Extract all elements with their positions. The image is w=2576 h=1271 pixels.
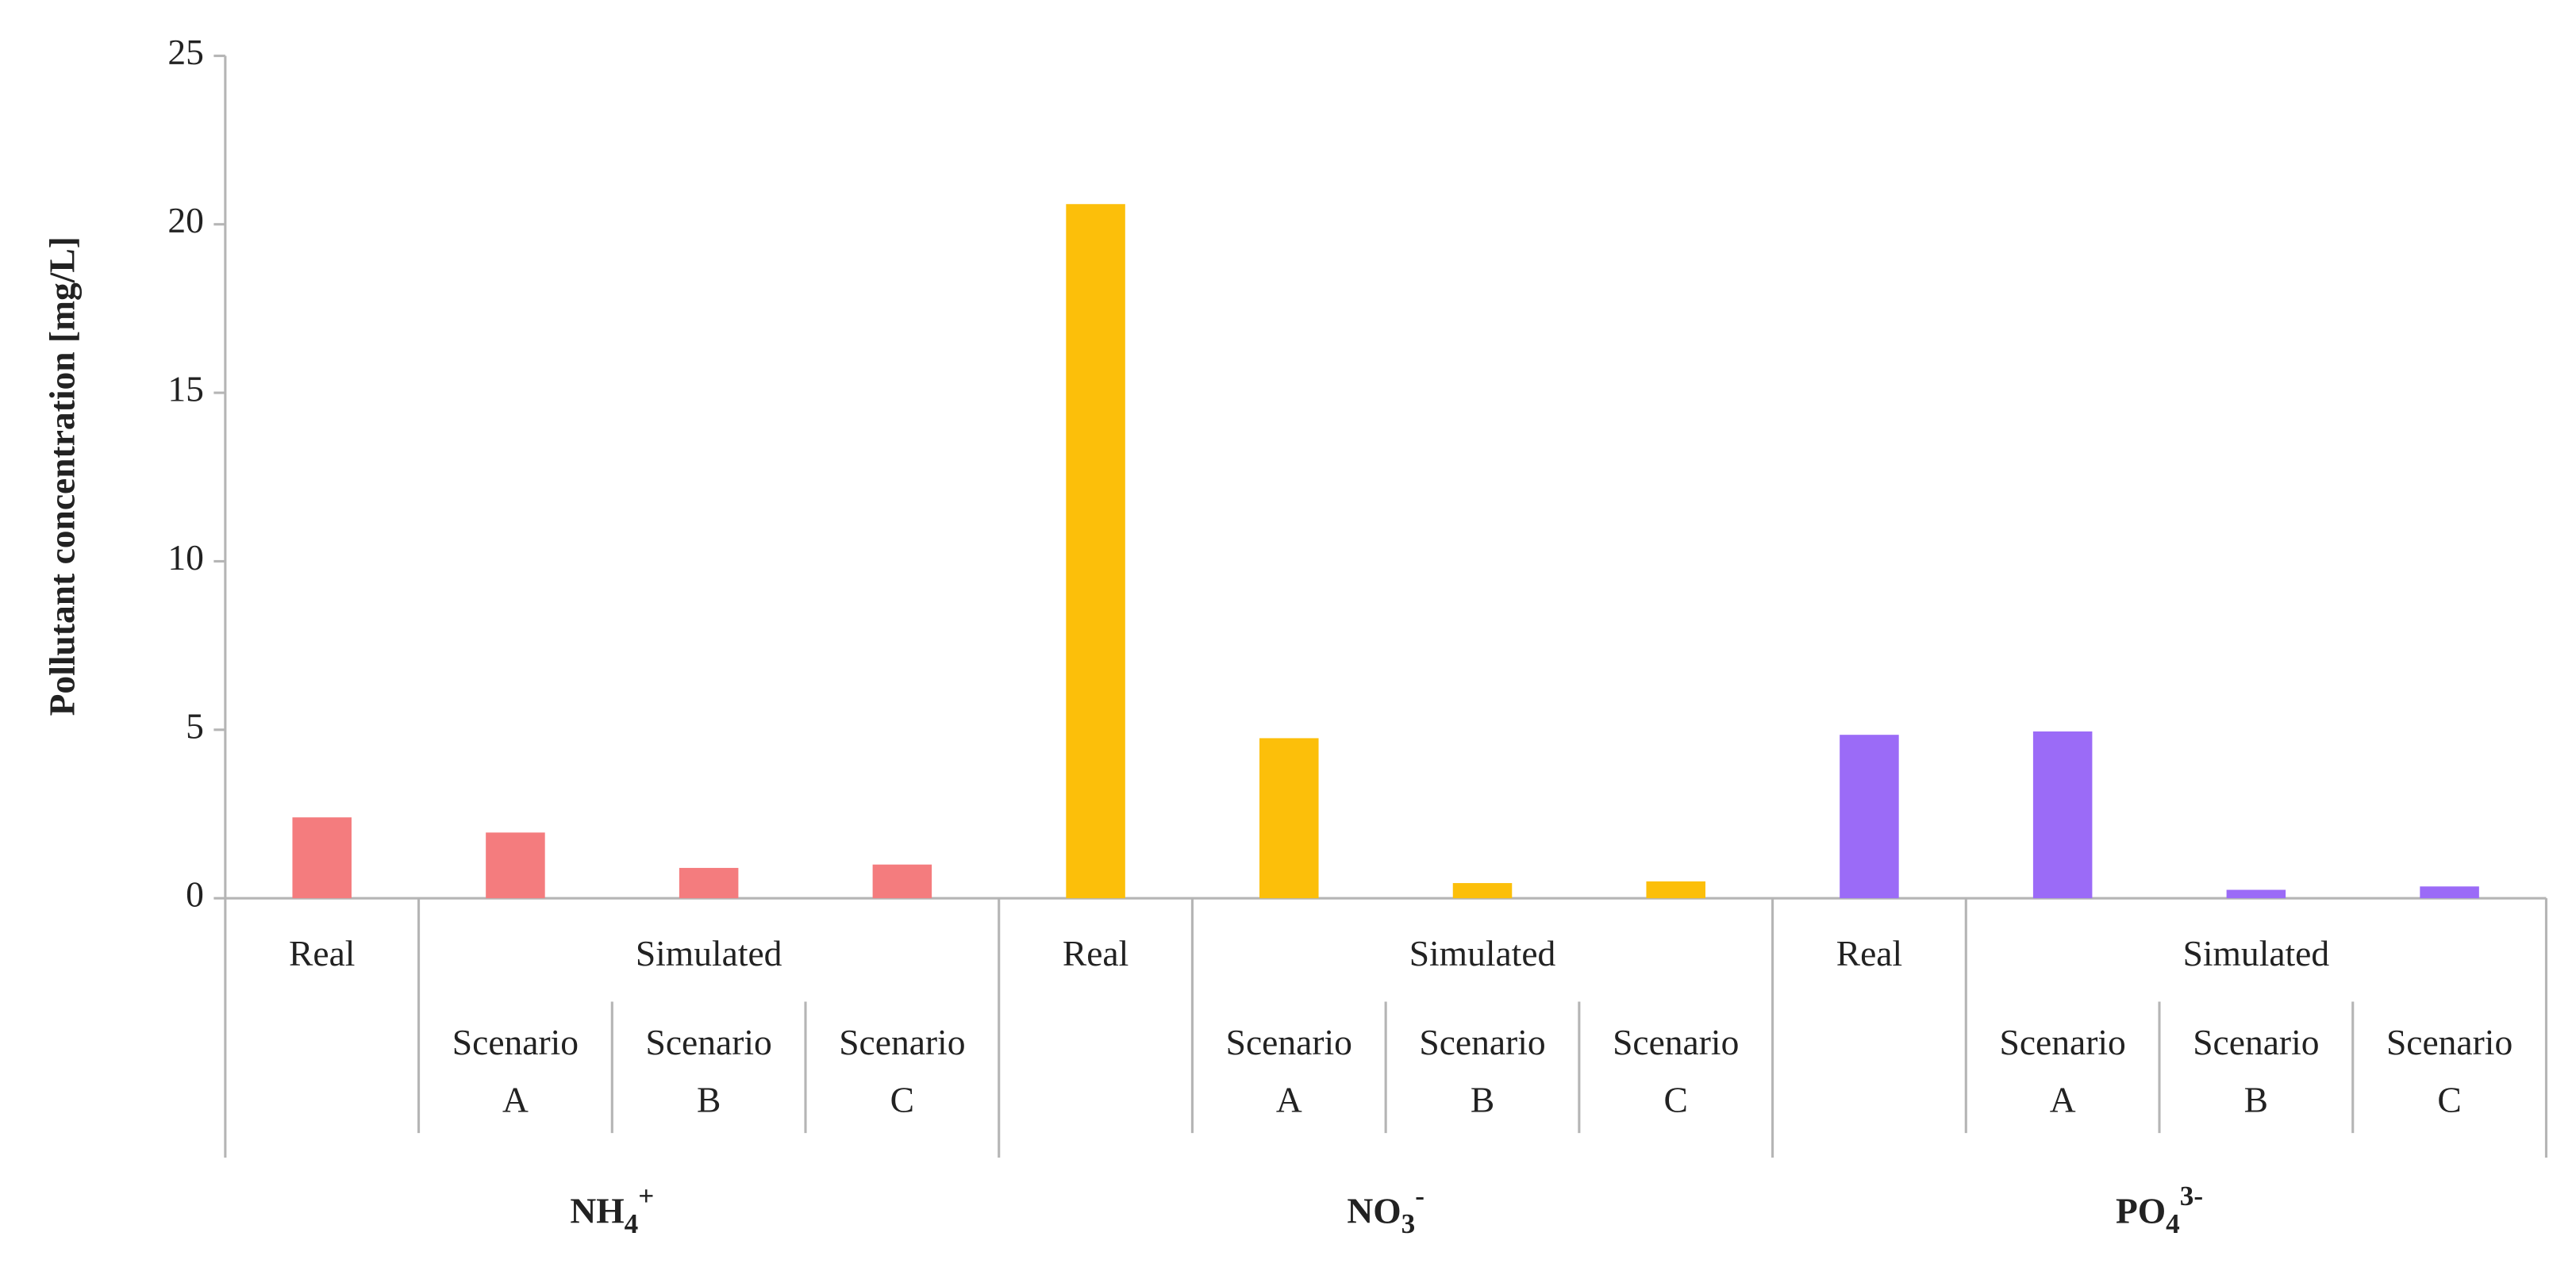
group-label: NO3- (1347, 1181, 1424, 1239)
group-label-sub: 3 (1401, 1208, 1416, 1239)
scenario-label: Scenario (2193, 1022, 2319, 1062)
y-tick-label: 10 (167, 537, 204, 578)
bar (1840, 735, 1899, 899)
y-tick-label: 25 (167, 32, 204, 72)
scenario-label: A (2050, 1079, 2076, 1119)
bar (679, 867, 739, 899)
scenario-label: Scenario (2000, 1022, 2126, 1062)
group-label-sup: - (1415, 1181, 1424, 1211)
category-label: Real (289, 933, 355, 973)
y-tick-label: 0 (186, 874, 204, 915)
group-label-base: NO (1347, 1191, 1401, 1231)
group-label-sup: + (638, 1181, 654, 1211)
group-label: PO43- (2116, 1181, 2203, 1239)
scenario-label: Scenario (2386, 1022, 2513, 1062)
bar (1066, 204, 1125, 899)
scenario-label: A (502, 1079, 529, 1119)
scenario-label: Scenario (839, 1022, 965, 1062)
group-label-sub: 4 (2166, 1208, 2180, 1239)
scenario-label: A (1276, 1079, 1302, 1119)
scenario-label: Scenario (1613, 1022, 1739, 1062)
scenario-label: B (697, 1079, 721, 1119)
group-label-sup: 3- (2180, 1181, 2203, 1211)
scenario-label: Scenario (1419, 1022, 1545, 1062)
group-label-base: PO (2116, 1191, 2166, 1231)
bar (1259, 738, 1319, 899)
category-label: Real (1836, 933, 1902, 973)
bar (2032, 731, 2093, 899)
scenario-label: B (1471, 1079, 1494, 1119)
category-label: Simulated (636, 933, 782, 973)
scenario-label: Scenario (452, 1022, 579, 1062)
bar (486, 832, 545, 899)
group-label-base: NH (570, 1191, 624, 1231)
bar (292, 817, 352, 899)
category-label: Real (1063, 933, 1128, 973)
category-label: Simulated (2183, 933, 2330, 973)
bar (2226, 889, 2286, 899)
bar (2420, 886, 2479, 899)
category-label: Simulated (1409, 933, 1556, 973)
scenario-label: B (2244, 1079, 2268, 1119)
scenario-label: Scenario (1226, 1022, 1352, 1062)
y-axis-title: Pollutant concentration [mg/L] (42, 236, 83, 716)
bar (872, 864, 932, 899)
y-tick-label: 20 (167, 200, 204, 240)
bar (1452, 883, 1513, 899)
y-tick-label: 15 (167, 369, 204, 409)
scenario-label: C (890, 1079, 914, 1119)
bar (1646, 881, 1705, 899)
scenario-label: Scenario (646, 1022, 772, 1062)
scenario-label: C (1664, 1079, 1688, 1119)
group-label-sub: 4 (625, 1208, 639, 1239)
group-label: NH4+ (570, 1181, 654, 1239)
scenario-label: C (2437, 1079, 2461, 1119)
y-tick-label: 5 (186, 705, 204, 746)
